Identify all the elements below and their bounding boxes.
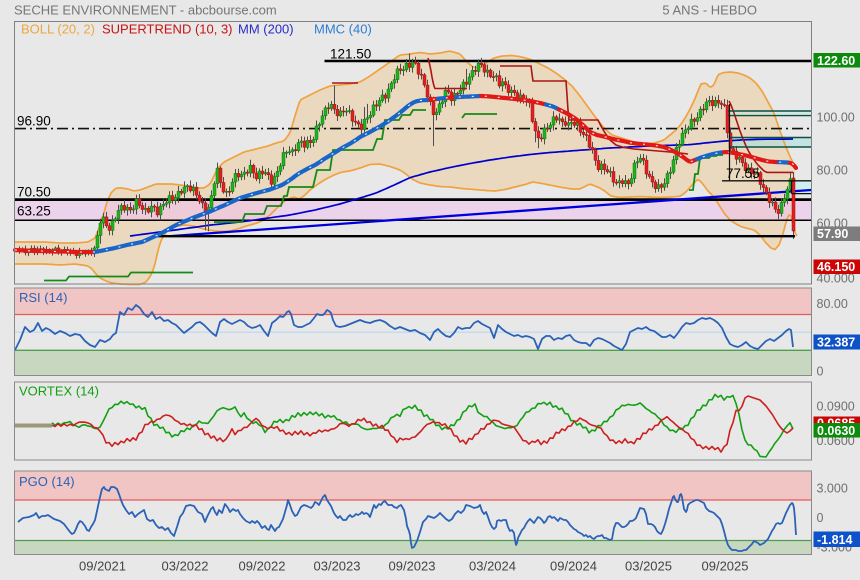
svg-text:77.55: 77.55 <box>726 166 760 181</box>
svg-text:80.00: 80.00 <box>817 164 848 178</box>
svg-text:03/2022: 03/2022 <box>162 559 209 574</box>
svg-text:80.00: 80.00 <box>817 297 848 311</box>
svg-text:SUPERTREND (10, 3): SUPERTREND (10, 3) <box>102 22 233 37</box>
svg-text:03/2023: 03/2023 <box>314 559 361 574</box>
svg-text:96.90: 96.90 <box>17 114 51 129</box>
svg-text:09/2023: 09/2023 <box>389 559 436 574</box>
svg-text:40.000: 40.000 <box>817 272 855 286</box>
svg-text:0.0630: 0.0630 <box>817 424 855 438</box>
svg-text:57.90: 57.90 <box>817 227 848 241</box>
svg-text:0: 0 <box>817 365 824 379</box>
svg-text:3.000: 3.000 <box>817 482 848 496</box>
svg-text:63.25: 63.25 <box>17 204 51 219</box>
svg-text:RSI (14): RSI (14) <box>19 290 67 305</box>
svg-text:-1.814: -1.814 <box>817 533 852 547</box>
svg-text:70.50: 70.50 <box>17 185 51 200</box>
svg-text:09/2022: 09/2022 <box>239 559 286 574</box>
svg-text:32.387: 32.387 <box>817 336 855 350</box>
svg-text:09/2025: 09/2025 <box>702 559 749 574</box>
svg-text:VORTEX (14): VORTEX (14) <box>19 384 99 399</box>
svg-text:MM (200): MM (200) <box>238 22 294 37</box>
svg-text:5 ANS - HEBDO: 5 ANS - HEBDO <box>662 3 757 18</box>
svg-text:09/2021: 09/2021 <box>79 559 126 574</box>
svg-text:MMC (40): MMC (40) <box>314 22 372 37</box>
svg-text:PGO (14): PGO (14) <box>19 474 75 489</box>
svg-text:122.60: 122.60 <box>817 54 855 68</box>
svg-text:SECHE ENVIRONNEMENT - abcbours: SECHE ENVIRONNEMENT - abcbourse.com <box>14 3 277 18</box>
svg-text:100.00: 100.00 <box>817 111 855 125</box>
svg-text:0.0900: 0.0900 <box>817 400 855 414</box>
svg-text:03/2025: 03/2025 <box>625 559 672 574</box>
svg-text:121.50: 121.50 <box>330 47 371 62</box>
svg-text:03/2024: 03/2024 <box>469 559 516 574</box>
svg-text:BOLL (20, 2): BOLL (20, 2) <box>21 22 95 37</box>
svg-text:09/2024: 09/2024 <box>550 559 597 574</box>
svg-text:46.150: 46.150 <box>817 260 855 274</box>
svg-text:0: 0 <box>817 511 824 525</box>
